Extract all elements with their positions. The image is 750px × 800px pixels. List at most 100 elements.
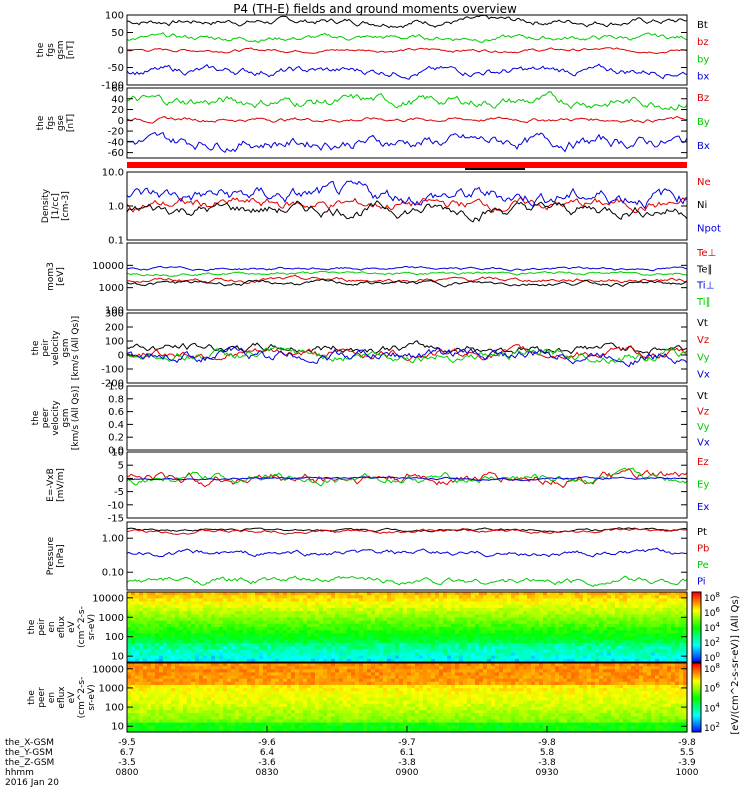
spectrogram-cell <box>395 669 400 674</box>
spectrogram-cell <box>415 675 420 680</box>
spectrogram-cell <box>287 663 292 667</box>
spectrogram-cell <box>671 639 676 644</box>
spectrogram-cell <box>359 607 364 612</box>
spectrogram-cell <box>475 646 480 650</box>
spectrogram-cell <box>147 700 152 705</box>
spectrogram-cell <box>235 713 240 717</box>
spectrogram-cell <box>459 601 464 606</box>
spectrogram-cell <box>295 691 300 695</box>
spectrogram-cell <box>311 636 316 641</box>
spectrogram-cell <box>419 604 424 609</box>
spectrogram-cell <box>211 713 216 717</box>
spectrogram-cell <box>627 639 632 644</box>
spectrogram-cell <box>191 672 196 677</box>
spectrogram-cell <box>291 646 296 650</box>
spectrogram-cell <box>127 725 132 730</box>
spectrogram-cell <box>331 617 336 622</box>
spectrogram-cell <box>235 700 240 705</box>
spectrogram-cell <box>407 633 412 638</box>
spectrogram-cell <box>643 633 648 638</box>
spectrogram-cell <box>655 649 660 654</box>
spectrogram-cell <box>363 620 368 625</box>
spectrogram-cell <box>643 611 648 615</box>
spectrogram-cell <box>335 598 340 603</box>
spectrogram-cell <box>167 713 172 717</box>
spectrogram-cell <box>239 703 244 708</box>
spectrogram-cell <box>231 669 236 674</box>
spectrogram-cell <box>379 655 384 660</box>
spectrogram-cell <box>555 627 560 631</box>
spectrogram-cell <box>507 649 512 654</box>
spectrogram-cell <box>219 706 224 711</box>
spectrogram-cell <box>319 607 324 612</box>
spectrogram-cell <box>179 663 184 667</box>
spectrogram-cell <box>399 604 404 609</box>
spectrogram-cell <box>211 649 216 654</box>
spectrogram-cell <box>299 633 304 638</box>
spectrogram-cell <box>247 611 252 615</box>
spectrogram-cell <box>183 675 188 680</box>
spectrogram-cell <box>383 710 388 714</box>
spectrogram-cell <box>239 722 244 727</box>
spectrogram-cell <box>271 684 276 689</box>
spectrogram-cell <box>335 666 340 670</box>
spectrogram-cell <box>367 649 372 654</box>
spectrogram-cell <box>251 719 256 724</box>
spectrogram-cell <box>215 691 220 695</box>
spectrogram-cell <box>479 630 484 634</box>
spectrogram-cell <box>131 697 136 702</box>
spectrogram-cell <box>263 633 268 638</box>
spectrogram-cell <box>127 710 132 714</box>
spectrogram-cell <box>671 620 676 625</box>
spectrogram-cell <box>199 688 204 692</box>
spectrogram-cell <box>479 611 484 615</box>
spectrogram-cell <box>347 652 352 657</box>
spectrogram-cell <box>523 601 528 606</box>
spectrogram-cell <box>311 598 316 603</box>
spectrogram-cell <box>455 649 460 654</box>
spectrogram-cell <box>195 633 200 638</box>
spectrogram-cell <box>375 620 380 625</box>
spectrogram-cell <box>163 716 168 721</box>
spectrogram-cell <box>283 636 288 641</box>
spectrogram-cell <box>383 713 388 717</box>
spectrogram-cell <box>359 633 364 638</box>
spectrogram-cell <box>199 713 204 717</box>
spectrogram-cell <box>411 617 416 622</box>
spectrogram-cell <box>499 607 504 612</box>
spectrogram-cell <box>387 646 392 650</box>
spectrogram-cell <box>187 719 192 724</box>
spectrogram-cell <box>543 617 548 622</box>
y-tick-label: 0.8 <box>108 394 124 405</box>
spectrogram-cell <box>291 666 296 670</box>
spectrogram-cell <box>651 652 656 657</box>
spectrogram-cell <box>399 678 404 683</box>
spectrogram-cell <box>339 658 344 663</box>
spectrogram-cell <box>663 595 668 599</box>
spectrogram-cell <box>295 700 300 705</box>
spectrogram-cell <box>287 623 292 628</box>
spectrogram-cell <box>363 672 368 677</box>
spectrogram-cell <box>279 652 284 657</box>
spectrogram-cell <box>463 598 468 603</box>
spectrogram-cell <box>555 646 560 650</box>
spectrogram-cell <box>639 607 644 612</box>
spectrogram-cell <box>235 639 240 644</box>
spectrogram-cell <box>159 713 164 717</box>
spectrogram-cell <box>563 592 568 596</box>
spectrogram-cell <box>359 703 364 708</box>
spectrogram-cell <box>227 697 232 702</box>
spectrogram-cell <box>195 672 200 677</box>
spectrogram-cell <box>227 642 232 647</box>
spectrogram-cell <box>383 722 388 727</box>
legend-bz: bz <box>697 37 709 48</box>
spectrogram-cell <box>467 595 472 599</box>
legend-Bx: Bx <box>697 141 710 152</box>
spectrogram-cell <box>363 710 368 714</box>
spectrogram-cell <box>503 592 508 596</box>
spectrogram-cell <box>403 719 408 724</box>
spectrogram-cell <box>171 598 176 603</box>
spectrogram-cell <box>255 639 260 644</box>
spectrogram-cell <box>287 630 292 634</box>
spectrogram-cell <box>419 633 424 638</box>
